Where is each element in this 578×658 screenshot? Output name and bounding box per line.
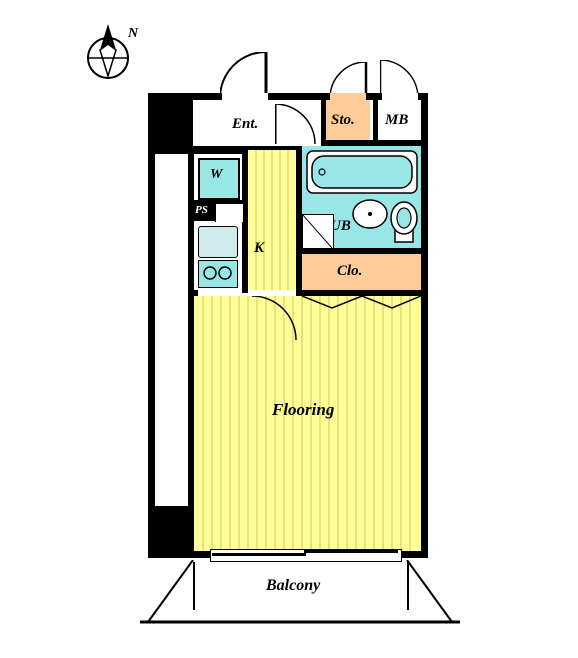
sto-left-wall [321, 93, 326, 145]
clo-door-marks [302, 296, 421, 310]
flooring-label: Flooring [272, 400, 334, 420]
ent-k-door-icon [275, 104, 321, 150]
left-inner2 [188, 148, 194, 558]
mb-door-gap [382, 93, 418, 100]
wall-left [148, 93, 155, 558]
ent-door-gap [222, 93, 268, 100]
mb-label: MB [385, 112, 408, 129]
k-stripes [248, 150, 296, 290]
burner-icon [198, 260, 236, 286]
ps-label: PS [195, 204, 208, 216]
ps-right [215, 203, 244, 223]
window-slider [212, 553, 306, 556]
balcony-rail-icon [140, 560, 460, 630]
pillar-top-left [148, 93, 193, 148]
ent-label: Ent. [232, 116, 258, 133]
clo-label: Clo. [337, 263, 362, 280]
ub-door-line [302, 214, 332, 248]
mb-left-wall [373, 93, 378, 145]
sto-label: Sto. [331, 112, 355, 129]
w-label: W [210, 167, 222, 183]
sink-icon [198, 226, 238, 258]
wall-right [421, 93, 428, 558]
bathtub-icon [306, 150, 418, 194]
flooring-stripes [194, 296, 421, 551]
compass-n-label: N [128, 26, 138, 42]
bathsink-icon [350, 197, 390, 231]
sto-door-gap [330, 93, 366, 100]
floorplan-canvas: N Ent. Sto. MB W [0, 0, 578, 658]
pillar-bottom-left [148, 506, 193, 558]
main-door-icon [252, 296, 300, 344]
window-slider2 [304, 550, 398, 553]
toilet-icon [388, 200, 420, 244]
k-label: K [254, 240, 264, 257]
